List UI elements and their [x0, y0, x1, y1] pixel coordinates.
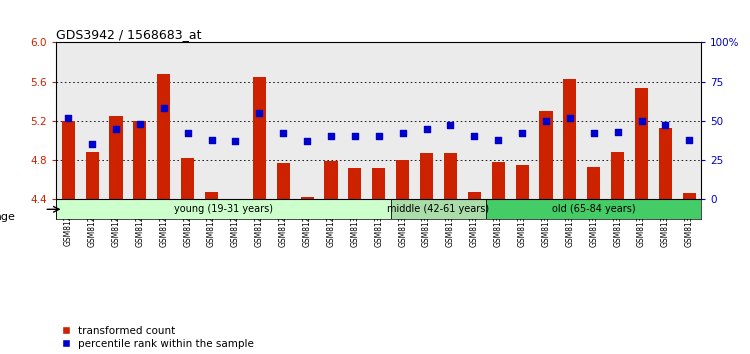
Bar	[444, 153, 457, 199]
FancyBboxPatch shape	[56, 199, 391, 219]
Point	[254, 110, 266, 116]
Point	[182, 131, 194, 136]
Bar	[229, 199, 242, 224]
Point	[683, 137, 695, 142]
Text: young (19-31 years): young (19-31 years)	[174, 204, 273, 214]
FancyBboxPatch shape	[486, 199, 701, 219]
Text: age: age	[0, 212, 15, 222]
Point	[612, 129, 624, 135]
Bar	[396, 160, 410, 199]
Point	[110, 126, 122, 131]
Point	[86, 142, 98, 147]
Point	[492, 137, 504, 142]
Bar	[158, 74, 170, 199]
Bar	[635, 88, 648, 199]
Bar	[372, 168, 386, 199]
Point	[468, 133, 480, 139]
Point	[564, 115, 576, 120]
Point	[278, 131, 290, 136]
Point	[373, 133, 385, 139]
Bar	[110, 116, 122, 199]
Point	[134, 121, 146, 127]
FancyBboxPatch shape	[391, 199, 486, 219]
Bar	[181, 158, 194, 199]
Point	[349, 133, 361, 139]
Legend: transformed count, percentile rank within the sample: transformed count, percentile rank withi…	[62, 326, 254, 349]
Bar	[205, 192, 218, 199]
Bar	[62, 121, 75, 199]
Point	[230, 138, 242, 144]
Text: middle (42-61 years): middle (42-61 years)	[388, 204, 490, 214]
Bar	[539, 111, 553, 199]
Text: old (65-84 years): old (65-84 years)	[552, 204, 635, 214]
Point	[206, 137, 218, 142]
Bar	[134, 121, 146, 199]
Point	[325, 133, 337, 139]
Bar	[587, 167, 600, 199]
Point	[540, 118, 552, 124]
Point	[445, 123, 457, 129]
Bar	[611, 152, 624, 199]
Bar	[658, 128, 672, 199]
Bar	[515, 165, 529, 199]
Point	[421, 126, 433, 131]
Bar	[348, 168, 361, 199]
Bar	[301, 197, 313, 199]
Bar	[492, 162, 505, 199]
Point	[158, 105, 170, 111]
Bar	[682, 193, 696, 199]
Bar	[563, 79, 577, 199]
Point	[397, 131, 409, 136]
Text: GDS3942 / 1568683_at: GDS3942 / 1568683_at	[56, 28, 202, 41]
Point	[301, 138, 313, 144]
Bar	[325, 161, 338, 199]
Point	[635, 118, 647, 124]
Point	[516, 131, 528, 136]
Point	[659, 123, 671, 129]
Bar	[420, 153, 433, 199]
Bar	[253, 77, 266, 199]
Bar	[86, 152, 99, 199]
Point	[588, 131, 600, 136]
Bar	[468, 192, 481, 199]
Point	[62, 115, 74, 120]
Bar	[277, 163, 290, 199]
